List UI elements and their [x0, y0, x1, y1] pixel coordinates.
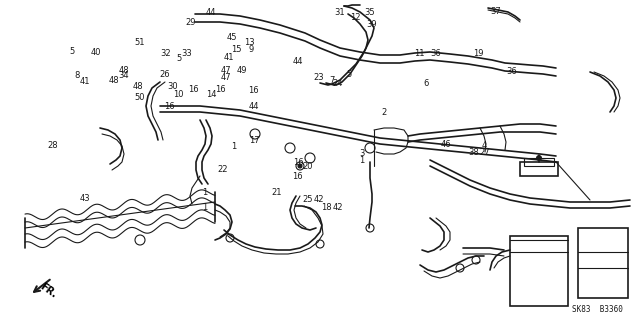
- Circle shape: [298, 164, 302, 168]
- Bar: [510, 236, 568, 306]
- Text: 1: 1: [202, 204, 207, 212]
- Text: 15: 15: [232, 45, 242, 54]
- Text: 21: 21: [271, 188, 282, 197]
- Bar: [524, 158, 554, 166]
- Text: 17: 17: [250, 137, 260, 145]
- Text: 40: 40: [91, 48, 101, 57]
- Text: 16: 16: [293, 158, 303, 167]
- Text: 46: 46: [441, 140, 451, 149]
- Text: 44: 44: [292, 57, 303, 66]
- Text: 18: 18: [321, 204, 332, 212]
- Bar: [578, 228, 628, 298]
- Text: 16: 16: [292, 172, 303, 181]
- Text: FR.: FR.: [38, 282, 58, 300]
- Text: 48: 48: [118, 66, 129, 75]
- Text: 44: 44: [206, 8, 216, 17]
- Text: 36: 36: [507, 67, 517, 76]
- Text: 16: 16: [216, 85, 226, 94]
- Text: 27: 27: [480, 148, 490, 157]
- Text: 41: 41: [224, 53, 234, 62]
- Text: 33: 33: [182, 49, 192, 58]
- Text: 2: 2: [381, 108, 387, 117]
- Text: 51: 51: [134, 38, 145, 47]
- Text: 1: 1: [359, 156, 364, 165]
- Text: 9: 9: [249, 45, 254, 54]
- Text: 50: 50: [134, 93, 145, 102]
- Text: 48: 48: [132, 82, 143, 91]
- Text: 10: 10: [173, 90, 183, 99]
- Text: 1: 1: [231, 142, 236, 151]
- Text: 5: 5: [177, 54, 182, 63]
- Text: 12: 12: [350, 13, 360, 22]
- Text: 8: 8: [74, 71, 79, 80]
- Bar: [520, 162, 558, 176]
- Text: 5: 5: [346, 70, 351, 79]
- Text: 36: 36: [430, 49, 440, 58]
- Text: 25: 25: [302, 195, 312, 204]
- Text: 41: 41: [79, 77, 90, 86]
- Text: 13: 13: [244, 38, 255, 47]
- Text: 11: 11: [415, 49, 425, 58]
- Circle shape: [536, 155, 542, 161]
- Text: 31: 31: [334, 8, 344, 17]
- Text: 26: 26: [160, 70, 170, 78]
- Text: 37: 37: [491, 7, 501, 16]
- Text: 47: 47: [221, 66, 231, 75]
- Text: 49: 49: [237, 66, 247, 75]
- Text: 47: 47: [221, 73, 231, 82]
- Text: 14: 14: [206, 90, 216, 99]
- Text: 4: 4: [482, 141, 487, 150]
- Text: 42: 42: [314, 195, 324, 204]
- Text: 16: 16: [164, 102, 175, 111]
- Text: 45: 45: [227, 33, 237, 42]
- Text: 30: 30: [168, 82, 178, 91]
- Text: 6: 6: [423, 79, 428, 88]
- Text: 3: 3: [359, 149, 364, 158]
- Text: 20: 20: [302, 162, 312, 171]
- Text: 22: 22: [218, 165, 228, 174]
- Text: 38: 38: [468, 148, 479, 157]
- Text: 35: 35: [365, 8, 375, 17]
- Text: 16: 16: [188, 85, 198, 94]
- Text: 16: 16: [248, 86, 259, 95]
- Text: 44: 44: [249, 102, 259, 111]
- Text: 32: 32: [160, 49, 170, 58]
- Text: 1: 1: [202, 189, 207, 197]
- Text: 39: 39: [366, 20, 376, 29]
- Text: 29: 29: [186, 18, 196, 27]
- Text: 23: 23: [314, 73, 324, 82]
- Text: 42: 42: [333, 204, 343, 212]
- Text: 7: 7: [329, 76, 334, 85]
- Text: 24: 24: [332, 79, 342, 88]
- Text: 19: 19: [474, 49, 484, 58]
- Text: 43: 43: [80, 194, 90, 203]
- Text: 34: 34: [118, 71, 129, 80]
- Text: SK83  B3360: SK83 B3360: [572, 305, 623, 314]
- Text: 5: 5: [69, 47, 74, 56]
- Text: 48: 48: [109, 76, 119, 85]
- Text: 28: 28: [48, 141, 58, 150]
